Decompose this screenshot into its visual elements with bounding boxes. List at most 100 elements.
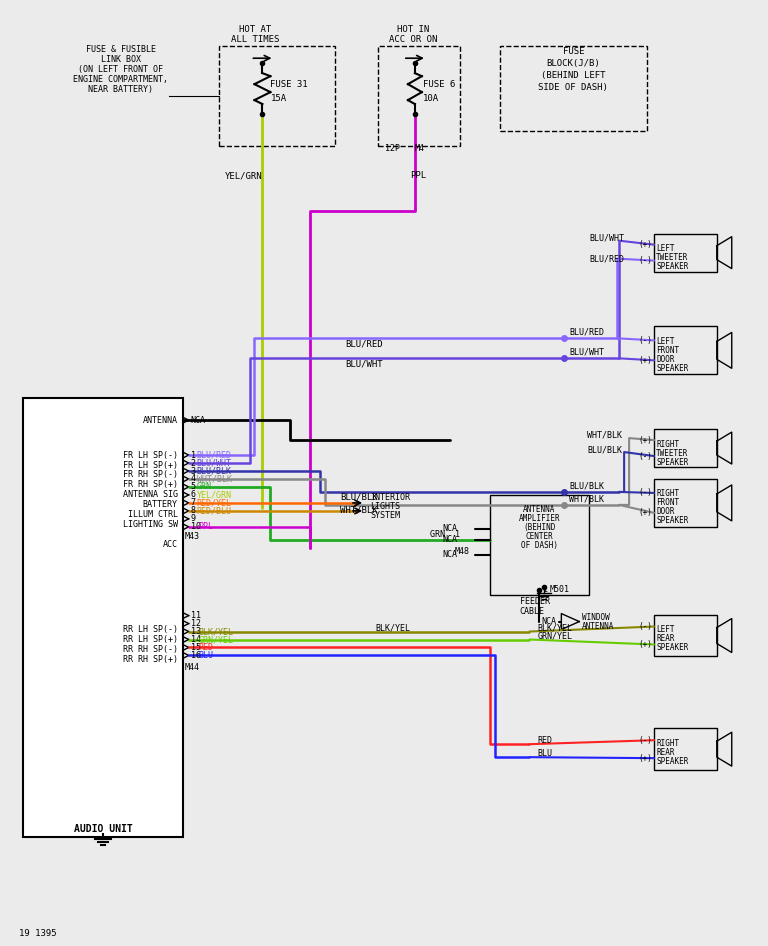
Text: BLU/BLK: BLU/BLK: [569, 482, 604, 490]
Bar: [219, 46, 335, 146]
Text: LEFT: LEFT: [656, 625, 674, 634]
Text: SPEAKER: SPEAKER: [656, 757, 688, 765]
Text: (-): (-): [638, 488, 652, 498]
Text: GRN/YEL: GRN/YEL: [199, 635, 233, 644]
Text: CABLE: CABLE: [519, 607, 545, 616]
Text: (BEHIND LEFT: (BEHIND LEFT: [541, 71, 605, 79]
Bar: [654, 429, 717, 467]
Text: FRONT: FRONT: [656, 346, 679, 355]
Text: 10: 10: [190, 522, 200, 532]
Text: ACC OR ON: ACC OR ON: [389, 35, 437, 44]
Text: BLK/YEL: BLK/YEL: [199, 627, 233, 636]
Text: (+): (+): [638, 356, 652, 365]
Text: NEAR BATTERY): NEAR BATTERY): [88, 84, 154, 94]
Text: WHT/BLK: WHT/BLK: [197, 475, 232, 483]
Text: BLK/YEL: BLK/YEL: [538, 623, 572, 632]
Text: BLU/WHT: BLU/WHT: [345, 359, 382, 369]
Text: 4: 4: [190, 475, 196, 483]
Text: PPL: PPL: [410, 171, 426, 181]
Text: M43: M43: [185, 533, 200, 541]
Text: TWEETER: TWEETER: [656, 448, 688, 458]
Text: CENTER: CENTER: [525, 533, 553, 541]
Text: BLU/BLK: BLU/BLK: [197, 466, 232, 476]
Text: BLU/RED: BLU/RED: [569, 328, 604, 337]
Text: BLU/BLK: BLU/BLK: [340, 493, 378, 501]
Text: FR LH SP(+): FR LH SP(+): [123, 461, 177, 469]
Text: BLU/RED: BLU/RED: [345, 340, 382, 349]
Text: (+): (+): [638, 435, 652, 445]
Text: RIGHT: RIGHT: [656, 739, 679, 747]
Text: (+): (+): [638, 240, 652, 249]
Text: BLU/RED: BLU/RED: [589, 254, 624, 263]
Text: SPEAKER: SPEAKER: [656, 458, 688, 466]
Text: INTERIOR: INTERIOR: [370, 494, 410, 502]
Text: (+): (+): [638, 640, 652, 649]
Bar: [490, 495, 589, 595]
Text: (-): (-): [638, 622, 652, 631]
Bar: [654, 615, 717, 657]
Text: 3: 3: [190, 466, 196, 476]
Text: YEL/GRN: YEL/GRN: [197, 490, 232, 499]
Text: 1: 1: [190, 450, 196, 460]
Text: NCA: NCA: [442, 551, 458, 559]
Text: M501: M501: [549, 586, 569, 594]
Text: SPEAKER: SPEAKER: [656, 262, 688, 272]
Text: WINDOW: WINDOW: [582, 613, 610, 622]
Text: 11: 11: [190, 611, 200, 620]
Bar: [378, 46, 460, 146]
Text: 10A: 10A: [423, 94, 439, 102]
Text: RR LH SP(+): RR LH SP(+): [123, 635, 177, 644]
Text: RR LH SP(-): RR LH SP(-): [123, 625, 177, 634]
Text: REAR: REAR: [656, 634, 674, 643]
Text: (ON LEFT FRONT OF: (ON LEFT FRONT OF: [78, 64, 164, 74]
Text: LEFT: LEFT: [656, 337, 674, 346]
Text: BLU/RED: BLU/RED: [197, 450, 232, 460]
Text: BLU/WHT: BLU/WHT: [589, 234, 624, 242]
Text: (-): (-): [638, 256, 652, 265]
Text: 5: 5: [190, 482, 196, 492]
Text: RED/BLU: RED/BLU: [197, 506, 232, 516]
Text: RR RH SP(+): RR RH SP(+): [123, 655, 177, 664]
Text: FRONT: FRONT: [656, 499, 679, 507]
Text: FUSE 31: FUSE 31: [270, 79, 308, 89]
Text: RR RH SP(-): RR RH SP(-): [123, 645, 177, 654]
Text: BATTERY: BATTERY: [143, 500, 177, 509]
Text: FUSE & FUSIBLE: FUSE & FUSIBLE: [86, 44, 156, 54]
Text: SPEAKER: SPEAKER: [656, 643, 688, 652]
Text: M44: M44: [185, 663, 200, 672]
Text: RED/YEL: RED/YEL: [197, 499, 232, 507]
Text: FUSE 6: FUSE 6: [423, 79, 455, 89]
Text: BLU/BLK: BLU/BLK: [588, 446, 622, 455]
Text: 6: 6: [190, 490, 196, 499]
Text: ENGINE COMPARTMENT,: ENGINE COMPARTMENT,: [74, 75, 168, 83]
Text: FUSE: FUSE: [563, 46, 584, 56]
Text: (BEHIND: (BEHIND: [523, 523, 555, 533]
Text: ACC: ACC: [163, 540, 177, 550]
Text: RED: RED: [538, 736, 552, 745]
Text: BLU/WHT: BLU/WHT: [197, 459, 232, 467]
Text: ANTENNA: ANTENNA: [523, 505, 555, 515]
Text: (+): (+): [638, 508, 652, 517]
Text: LIGHTS: LIGHTS: [370, 502, 400, 512]
Text: 13: 13: [190, 627, 200, 636]
Bar: [654, 234, 717, 272]
Text: 16: 16: [190, 651, 200, 660]
Text: ANTENNA: ANTENNA: [143, 415, 177, 425]
Bar: [654, 728, 717, 770]
Text: BLU/WHT: BLU/WHT: [569, 348, 604, 357]
Bar: [654, 479, 717, 527]
Text: DOOR: DOOR: [656, 355, 674, 364]
Text: ILLUM CTRL: ILLUM CTRL: [127, 511, 177, 519]
Text: RED: RED: [199, 643, 214, 652]
Text: GRN: GRN: [197, 482, 212, 492]
Text: OF DASH): OF DASH): [521, 541, 558, 551]
Text: WHT/BLK: WHT/BLK: [569, 495, 604, 503]
Text: LINK BOX: LINK BOX: [101, 55, 141, 63]
Text: FR LH SP(-): FR LH SP(-): [123, 450, 177, 460]
Text: 19 1395: 19 1395: [19, 929, 57, 938]
Text: M48: M48: [455, 548, 470, 556]
Text: 12: 12: [190, 619, 200, 628]
Text: SIDE OF DASH): SIDE OF DASH): [538, 82, 608, 92]
Text: SPEAKER: SPEAKER: [656, 517, 688, 525]
Text: (-): (-): [638, 336, 652, 345]
